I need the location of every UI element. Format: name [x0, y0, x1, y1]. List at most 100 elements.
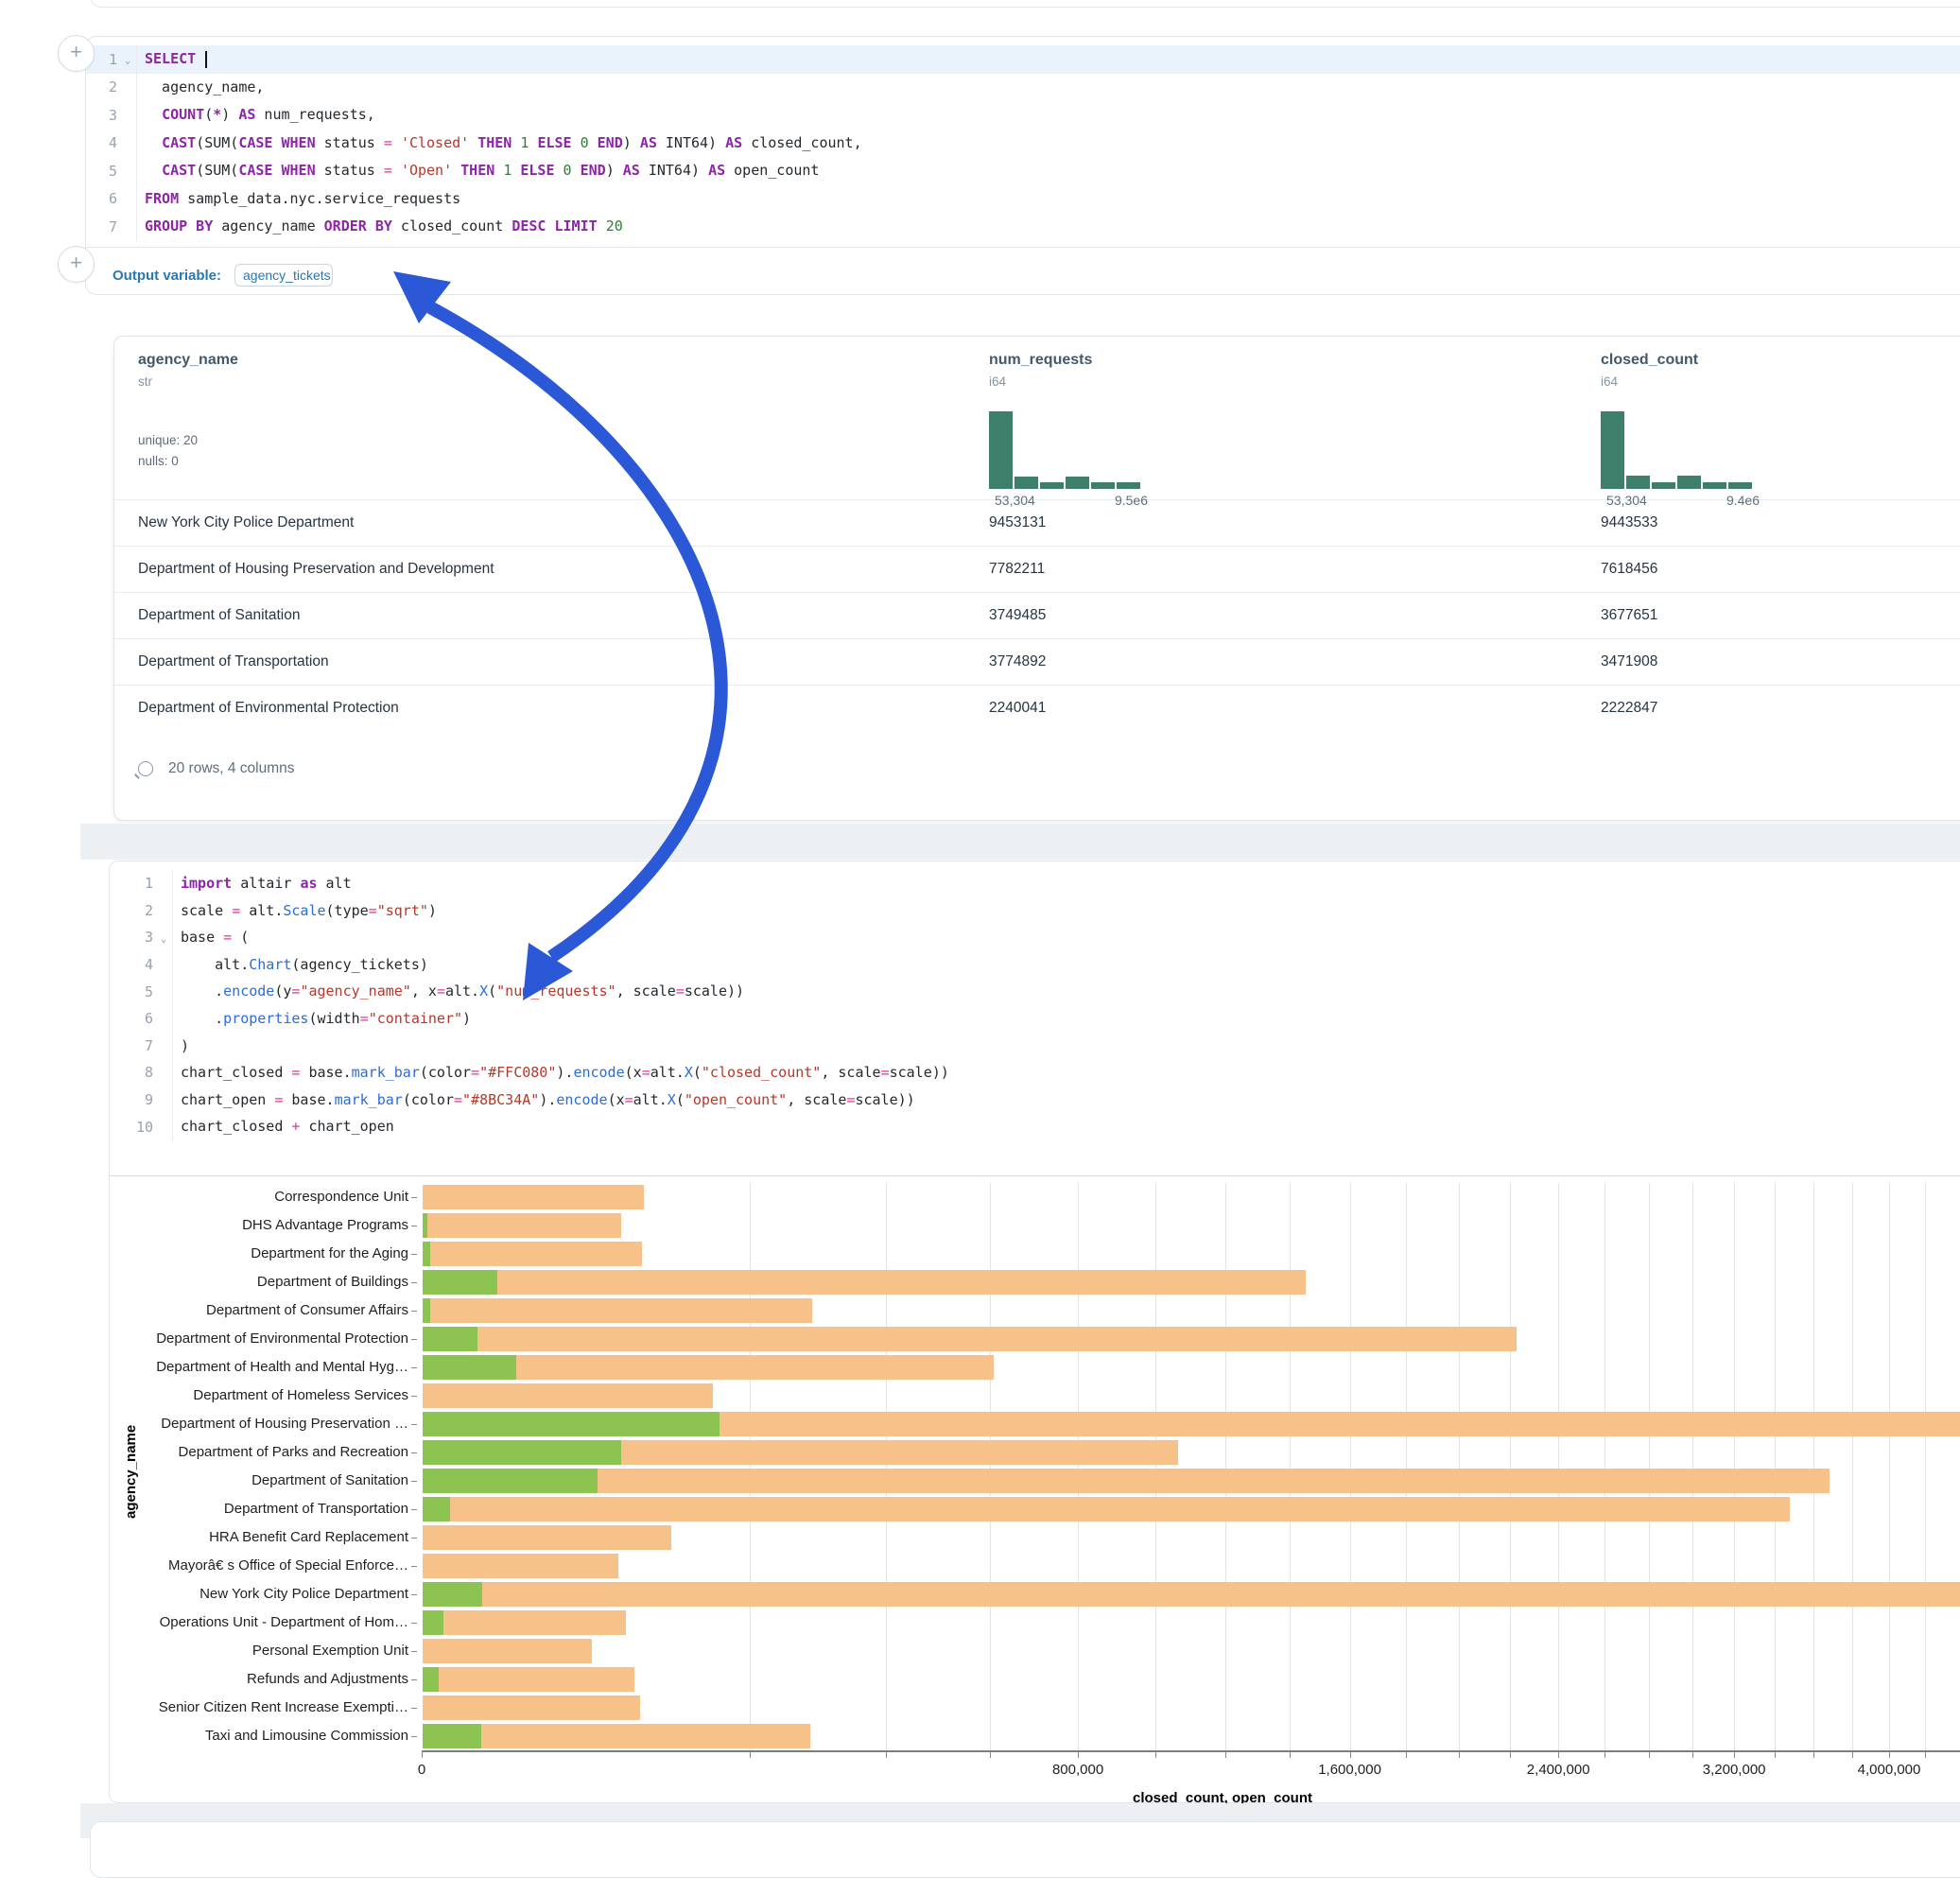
line-number: 5 [108, 162, 117, 180]
fold-chevron-icon[interactable]: ⌄ [161, 933, 167, 945]
x-tick [1509, 1752, 1511, 1758]
code-line-7[interactable]: 7) [110, 1032, 1960, 1060]
code-line-6[interactable]: 6 .properties(width="container") [110, 1004, 1960, 1033]
y-tick [411, 1678, 417, 1680]
code-line-5[interactable]: 5 .encode(y="agency_name", x=alt.X("num_… [110, 978, 1960, 1005]
gridline [1509, 1183, 1511, 1750]
code-text: COUNT(*) AS num_requests, [136, 101, 375, 130]
text-cursor [205, 50, 208, 68]
code-text: FROM sample_data.nyc.service_requests [136, 184, 460, 213]
gridline [1813, 1183, 1815, 1750]
x-axis-label: 0 [417, 1762, 426, 1778]
code-text: ) [172, 1032, 189, 1060]
y-axis-label: Department of Buildings [257, 1274, 417, 1290]
x-tick-major [1889, 1752, 1890, 1758]
code-line-5[interactable]: 5 CAST(SUM(CASE WHEN status = 'Open' THE… [86, 157, 1960, 185]
x-tick [1851, 1752, 1853, 1758]
column-header-num_requests[interactable]: num_requests i64 53,304 9.5e6 [989, 352, 1601, 508]
gridline [1604, 1183, 1606, 1750]
x-tick [990, 1752, 992, 1758]
code-line-7[interactable]: 7 GROUP BY agency_name ORDER BY closed_co… [86, 213, 1960, 241]
code-text: .properties(width="container") [172, 1004, 471, 1033]
code-line-10[interactable]: 10 chart_closed + chart_open [110, 1113, 1960, 1140]
output-variable-label: Output variable: [113, 267, 222, 284]
histogram-bar [1728, 482, 1752, 489]
x-tick [1406, 1752, 1408, 1758]
column-type: str [138, 374, 152, 389]
code-text: alt.Chart(agency_tickets) [172, 950, 428, 979]
table-row: Department of Sanitation 3749485 3677651 [114, 592, 1960, 638]
gridline [750, 1183, 752, 1750]
column-name: agency_name [138, 352, 238, 368]
y-axis-label: Senior Citizen Rent Increase Exempti… [159, 1699, 417, 1715]
cell-separator [86, 247, 1960, 248]
y-tick [411, 1735, 417, 1737]
code-line-2[interactable]: 2 scale = alt.Scale(type="sqrt") [110, 896, 1960, 925]
fold-chevron-icon[interactable]: ⌄ [125, 56, 131, 67]
y-axis-label: Department of Consumer Affairs [206, 1302, 417, 1318]
code-line-6[interactable]: 6 FROM sample_data.nyc.service_requests [86, 184, 1960, 213]
y-axis-label: Department of Homeless Services [193, 1387, 417, 1403]
python-code-editor[interactable]: 1 import altair as alt 2 scale = alt.Scale(… [110, 870, 1960, 1140]
table-row: Department of Transportation 3774892 34719… [114, 638, 1960, 685]
table-row-count: 20 rows, 4 columns [168, 760, 295, 776]
code-line-8[interactable]: 8 chart_closed = base.mark_bar(color="#FF… [110, 1059, 1960, 1087]
y-tick [411, 1707, 417, 1709]
x-tick-major [1078, 1752, 1080, 1758]
x-axis-label: 800,000 [1051, 1762, 1104, 1778]
x-tick-major [422, 1752, 423, 1758]
code-line-3[interactable]: 3 ⌄ base = ( [110, 924, 1960, 951]
gridline [1290, 1183, 1292, 1750]
code-line-1[interactable]: 1 ⌄ SELECT [86, 45, 1960, 74]
histogram-bar [1626, 476, 1650, 489]
histogram-max-label: 9.5e6 [1114, 493, 1148, 508]
cell-gap [80, 824, 1960, 860]
x-axis-line [422, 1750, 1960, 1752]
gridline [1692, 1183, 1694, 1750]
code-line-1[interactable]: 1 import altair as alt [110, 870, 1960, 897]
column-histogram: 53,304 9.5e6 [989, 409, 1150, 508]
x-tick [885, 1752, 887, 1758]
table-cell: 3677651 [1601, 607, 1658, 623]
bar-closed-count [423, 1469, 1830, 1493]
code-text: chart_open = base.mark_bar(color="#8BC34… [172, 1086, 915, 1114]
add-cell-button-top[interactable]: + [58, 35, 95, 72]
table-cell: 3774892 [989, 653, 1047, 669]
add-cell-button-middle[interactable]: + [58, 246, 95, 283]
table-cell: 2240041 [989, 700, 1047, 716]
table-row: New York City Police Department 9453131 94… [114, 499, 1960, 546]
x-axis-label: 2,400,000 [1526, 1762, 1590, 1778]
output-separator [110, 1175, 1960, 1176]
y-tick [411, 1423, 417, 1425]
code-line-4[interactable]: 4 alt.Chart(agency_tickets) [110, 950, 1960, 979]
output-variable-pill[interactable]: agency_tickets [234, 264, 334, 287]
gridline [1459, 1183, 1461, 1750]
histogram-bar [1091, 482, 1115, 489]
bar-closed-count [423, 1497, 1790, 1522]
sql-code-editor[interactable]: 1 ⌄ SELECT 2 agency_name, 3 COUNT(*) AS num… [86, 45, 1960, 241]
code-line-9[interactable]: 9 chart_open = base.mark_bar(color="#8BC3… [110, 1086, 1960, 1114]
gridline [1774, 1183, 1776, 1750]
bar-closed-count [423, 1383, 714, 1408]
search-icon[interactable] [138, 761, 153, 776]
y-axis-title: agency_name [123, 1424, 139, 1519]
code-line-3[interactable]: 3 COUNT(*) AS num_requests, [86, 101, 1960, 130]
code-line-4[interactable]: 4 CAST(SUM(CASE WHEN status = 'Closed' T… [86, 129, 1960, 157]
x-tick [750, 1752, 752, 1758]
bar-closed-count [423, 1667, 635, 1692]
y-axis-label: DHS Advantage Programs [242, 1217, 417, 1233]
code-text: chart_closed = base.mark_bar(color="#FFC… [172, 1059, 949, 1087]
x-tick-major [1349, 1752, 1351, 1758]
bar-closed-count [423, 1695, 640, 1720]
y-tick [411, 1480, 417, 1482]
y-tick [411, 1338, 417, 1340]
line-number: 8 [144, 1064, 153, 1082]
table-body: New York City Police Department 9453131 94… [114, 499, 1960, 731]
code-text: GROUP BY agency_name ORDER BY closed_cou… [136, 213, 623, 241]
column-header-closed_count[interactable]: closed_count i64 53,304 9.4e6 [1601, 352, 1960, 508]
code-line-2[interactable]: 2 agency_name, [86, 73, 1960, 101]
gridline [1889, 1183, 1890, 1750]
column-stats: unique: 20 nulls: 0 [138, 433, 199, 468]
